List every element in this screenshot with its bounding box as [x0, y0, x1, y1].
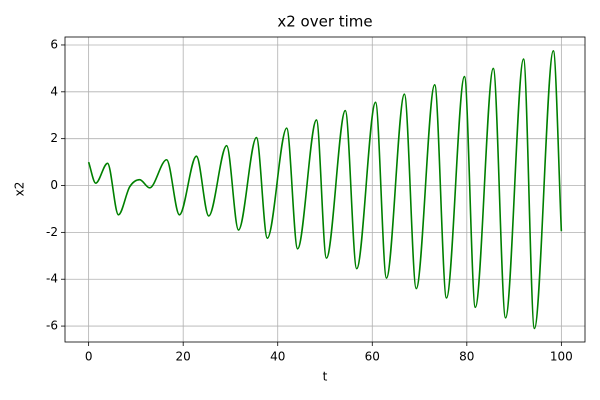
y-tick-label: -4 — [46, 272, 58, 286]
x-axis-label: t — [323, 370, 328, 384]
plot-frame — [64, 36, 586, 343]
y-axis-label: x2 — [13, 182, 27, 197]
y-tick-label: 4 — [50, 84, 58, 98]
x-tick-label: 40 — [270, 350, 285, 364]
y-tick-label: 2 — [50, 131, 58, 145]
x-tick-label: 100 — [550, 350, 573, 364]
x-tick-label: 60 — [365, 350, 380, 364]
y-tick-label: -6 — [46, 319, 58, 333]
x-tick-label: 80 — [459, 350, 474, 364]
data-line — [87, 50, 563, 330]
x-tick-label: 20 — [176, 350, 191, 364]
x-tick-label: 0 — [85, 350, 93, 364]
y-tick-label: -2 — [46, 225, 58, 239]
y-tick-label: 0 — [50, 178, 58, 192]
chart-title: x2 over time — [277, 13, 372, 31]
y-tick-label: 6 — [50, 37, 58, 51]
